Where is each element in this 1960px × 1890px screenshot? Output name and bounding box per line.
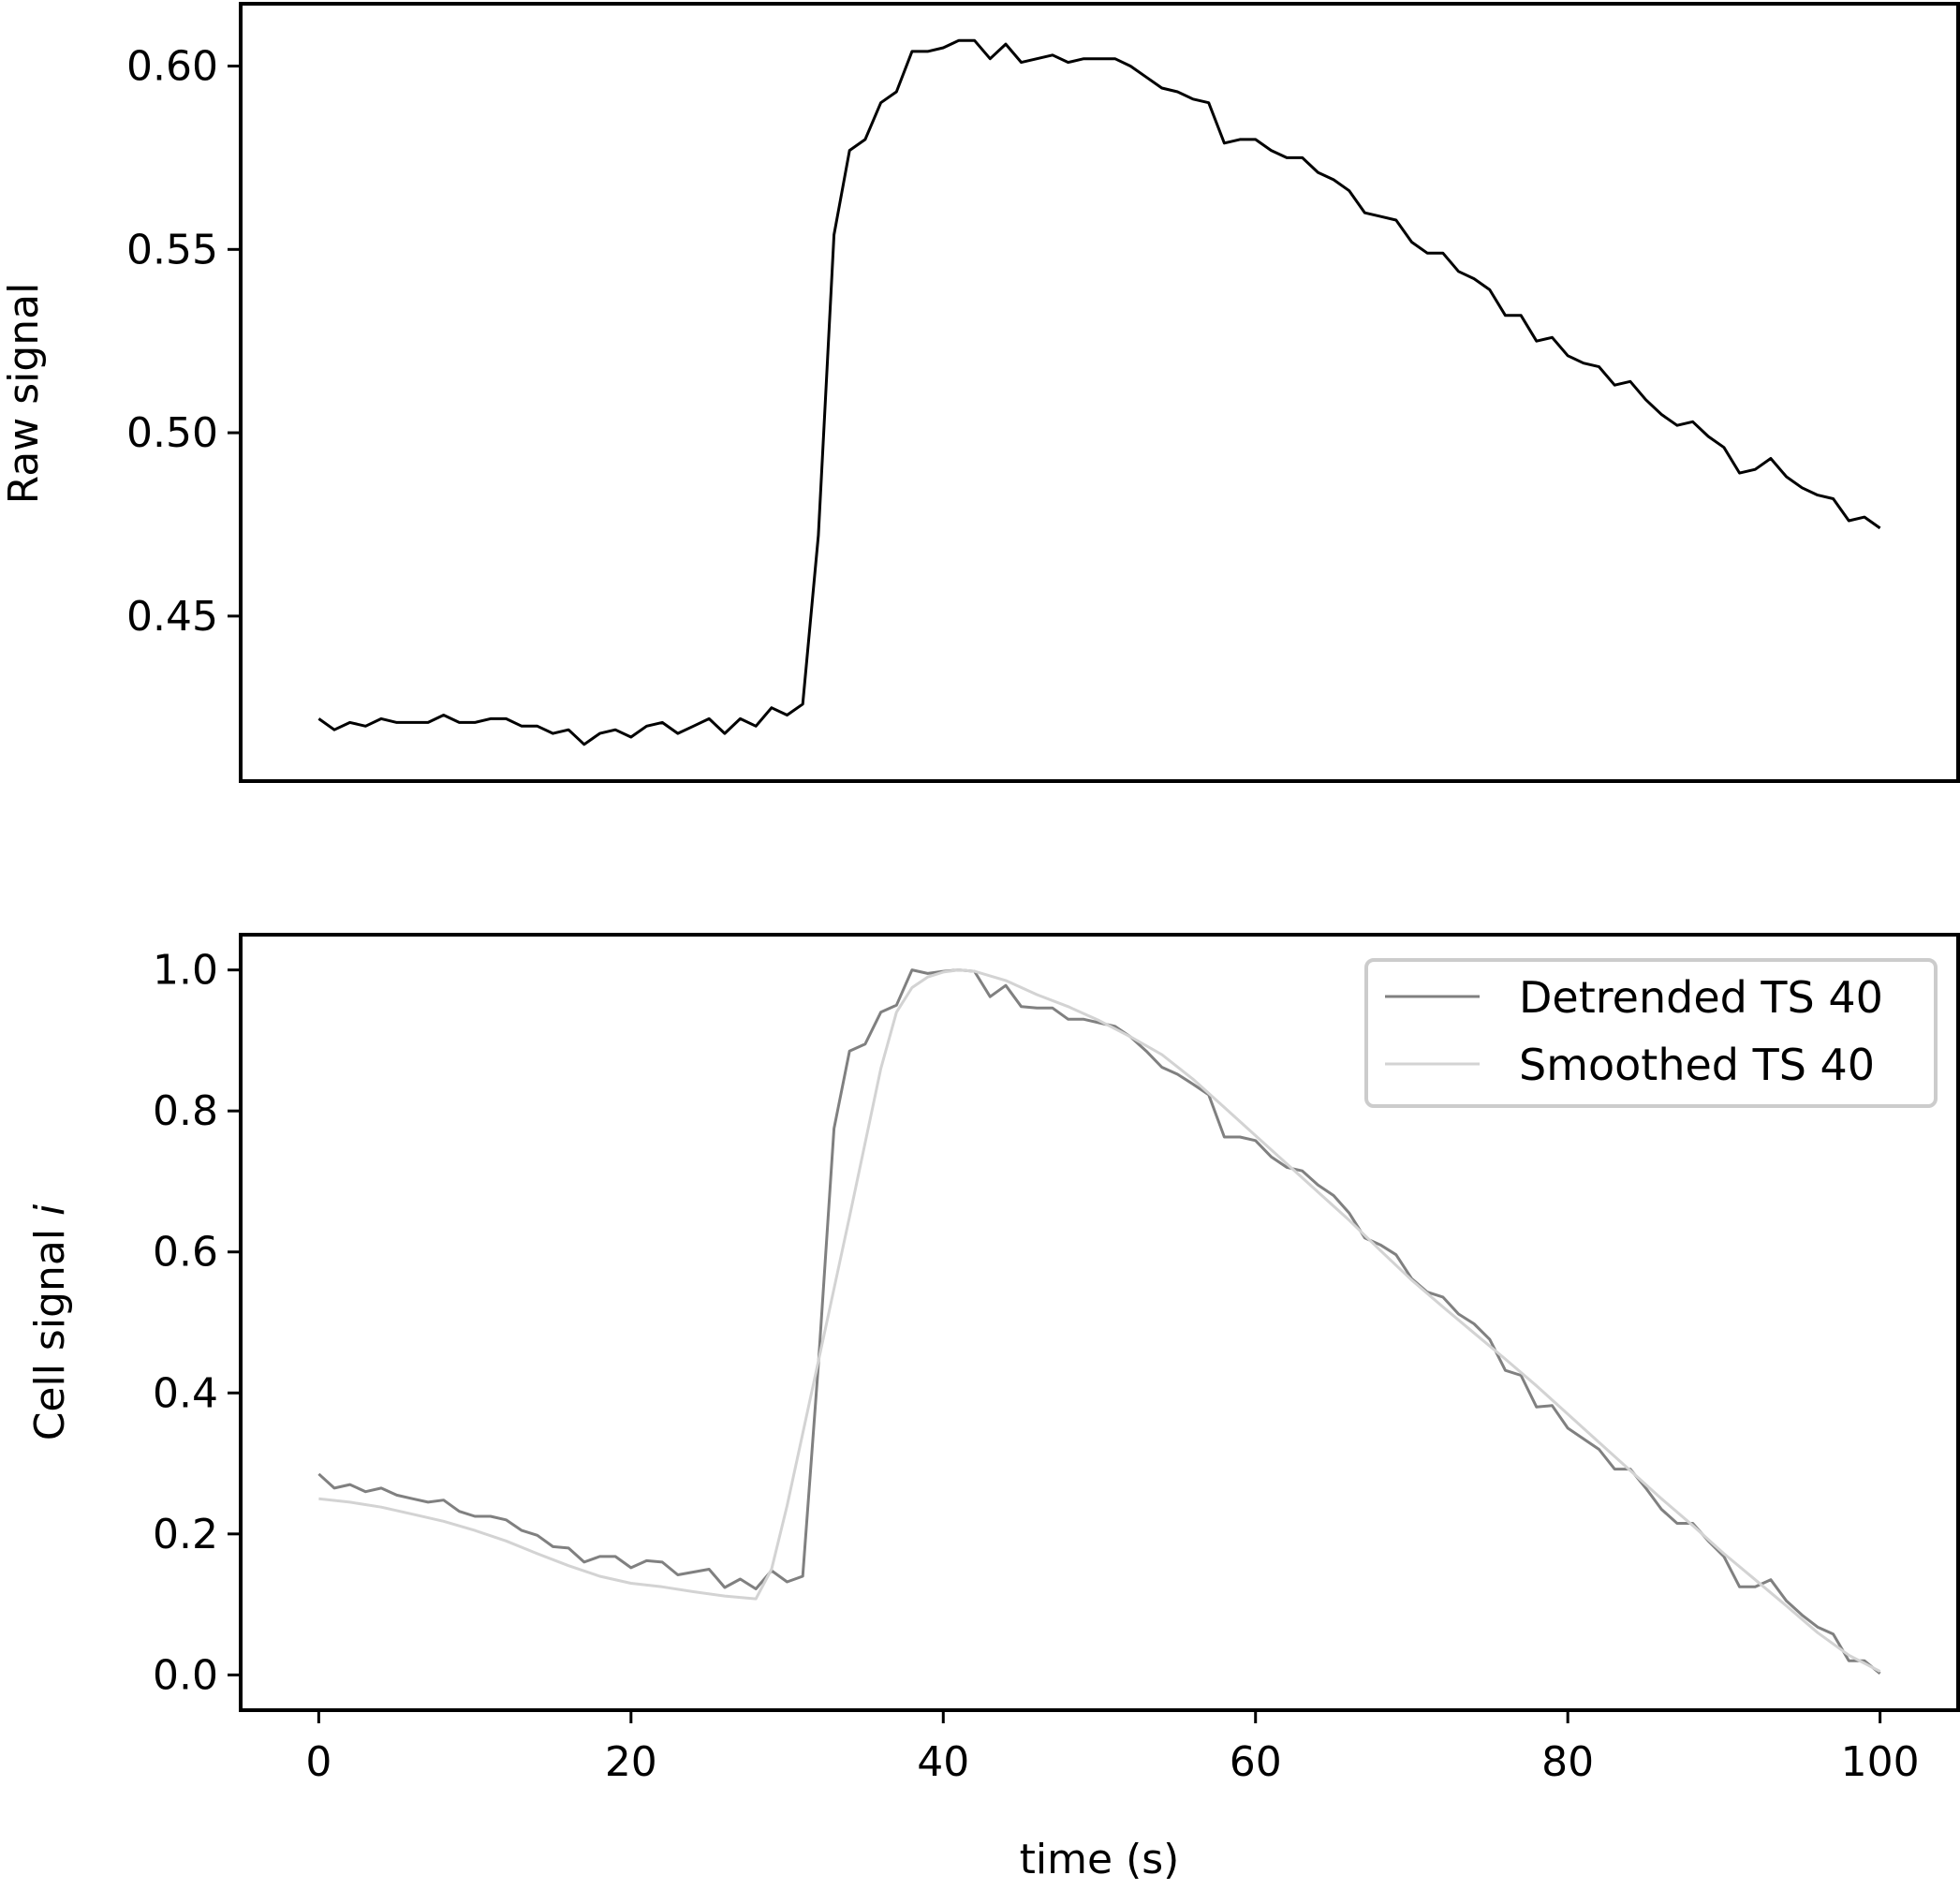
cell-signal-panel: 0.0 0.2 0.4 0.6 0.8 1.0 0 20 40 60 80 100 Detrende… xyxy=(26,933,1960,1883)
time-x-tick-label: 20 xyxy=(605,1738,657,1786)
legend-frame xyxy=(1364,958,1938,1108)
raw-signal-y-tick-label: 0.60 xyxy=(126,43,218,91)
legend: Detrended TS 40 Smoothed TS 40 xyxy=(1364,958,1938,1108)
raw-signal-y-tick-label: 0.55 xyxy=(126,226,218,273)
cell-signal-y-tick-label: 0.4 xyxy=(153,1369,218,1417)
raw-signal-axes-frame xyxy=(239,2,1960,783)
cell-signal-y-axis-label-variable: i xyxy=(26,1203,74,1216)
legend-label-smoothed: Smoothed TS 40 xyxy=(1519,1040,1875,1090)
legend-label-detrended: Detrended TS 40 xyxy=(1519,972,1883,1023)
raw-signal-series-0-line xyxy=(317,38,1881,746)
cell-signal-y-tick-label: 0.8 xyxy=(153,1087,218,1135)
time-x-tick-label: 60 xyxy=(1230,1738,1282,1786)
cell-signal-y-tick-label: 0.6 xyxy=(153,1229,218,1277)
cell-signal-series-group xyxy=(317,968,1881,1676)
time-x-tick-label: 80 xyxy=(1541,1738,1594,1786)
raw-signal-panel: 0.45 0.50 0.55 0.60 Raw signal xyxy=(0,2,1960,783)
cell-signal-y-tick-label: 0.2 xyxy=(153,1511,218,1558)
cell-signal-y-tick-label: 1.0 xyxy=(153,947,218,995)
detrended-ts-40-line xyxy=(317,968,1881,1676)
time-x-tick-label: 40 xyxy=(917,1738,969,1786)
smoothed-ts-40-line xyxy=(318,968,1881,1673)
cell-signal-y-axis-label-main: Cell signal xyxy=(26,1216,74,1440)
time-x-tick-label: 100 xyxy=(1841,1738,1920,1786)
raw-signal-series-group xyxy=(317,38,1881,746)
raw-signal-y-tick-label: 0.50 xyxy=(126,409,218,457)
time-x-axis-label: time (s) xyxy=(1020,1836,1180,1883)
cell-signal-y-axis: 0.0 0.2 0.4 0.6 0.8 1.0 xyxy=(153,947,241,1699)
raw-signal-y-axis: 0.45 0.50 0.55 0.60 xyxy=(126,43,241,641)
raw-signal-y-axis-label: Raw signal xyxy=(0,283,48,505)
raw-signal-y-tick-label: 0.45 xyxy=(126,593,218,641)
cell-signal-axes-frame xyxy=(239,933,1960,1712)
time-x-tick-label: 0 xyxy=(305,1738,332,1786)
cell-signal-y-tick-label: 0.0 xyxy=(153,1651,218,1699)
cell-signal-y-axis-label: Cell signal i xyxy=(26,1203,74,1440)
time-x-axis: 0 20 40 60 80 100 xyxy=(305,1710,1920,1786)
